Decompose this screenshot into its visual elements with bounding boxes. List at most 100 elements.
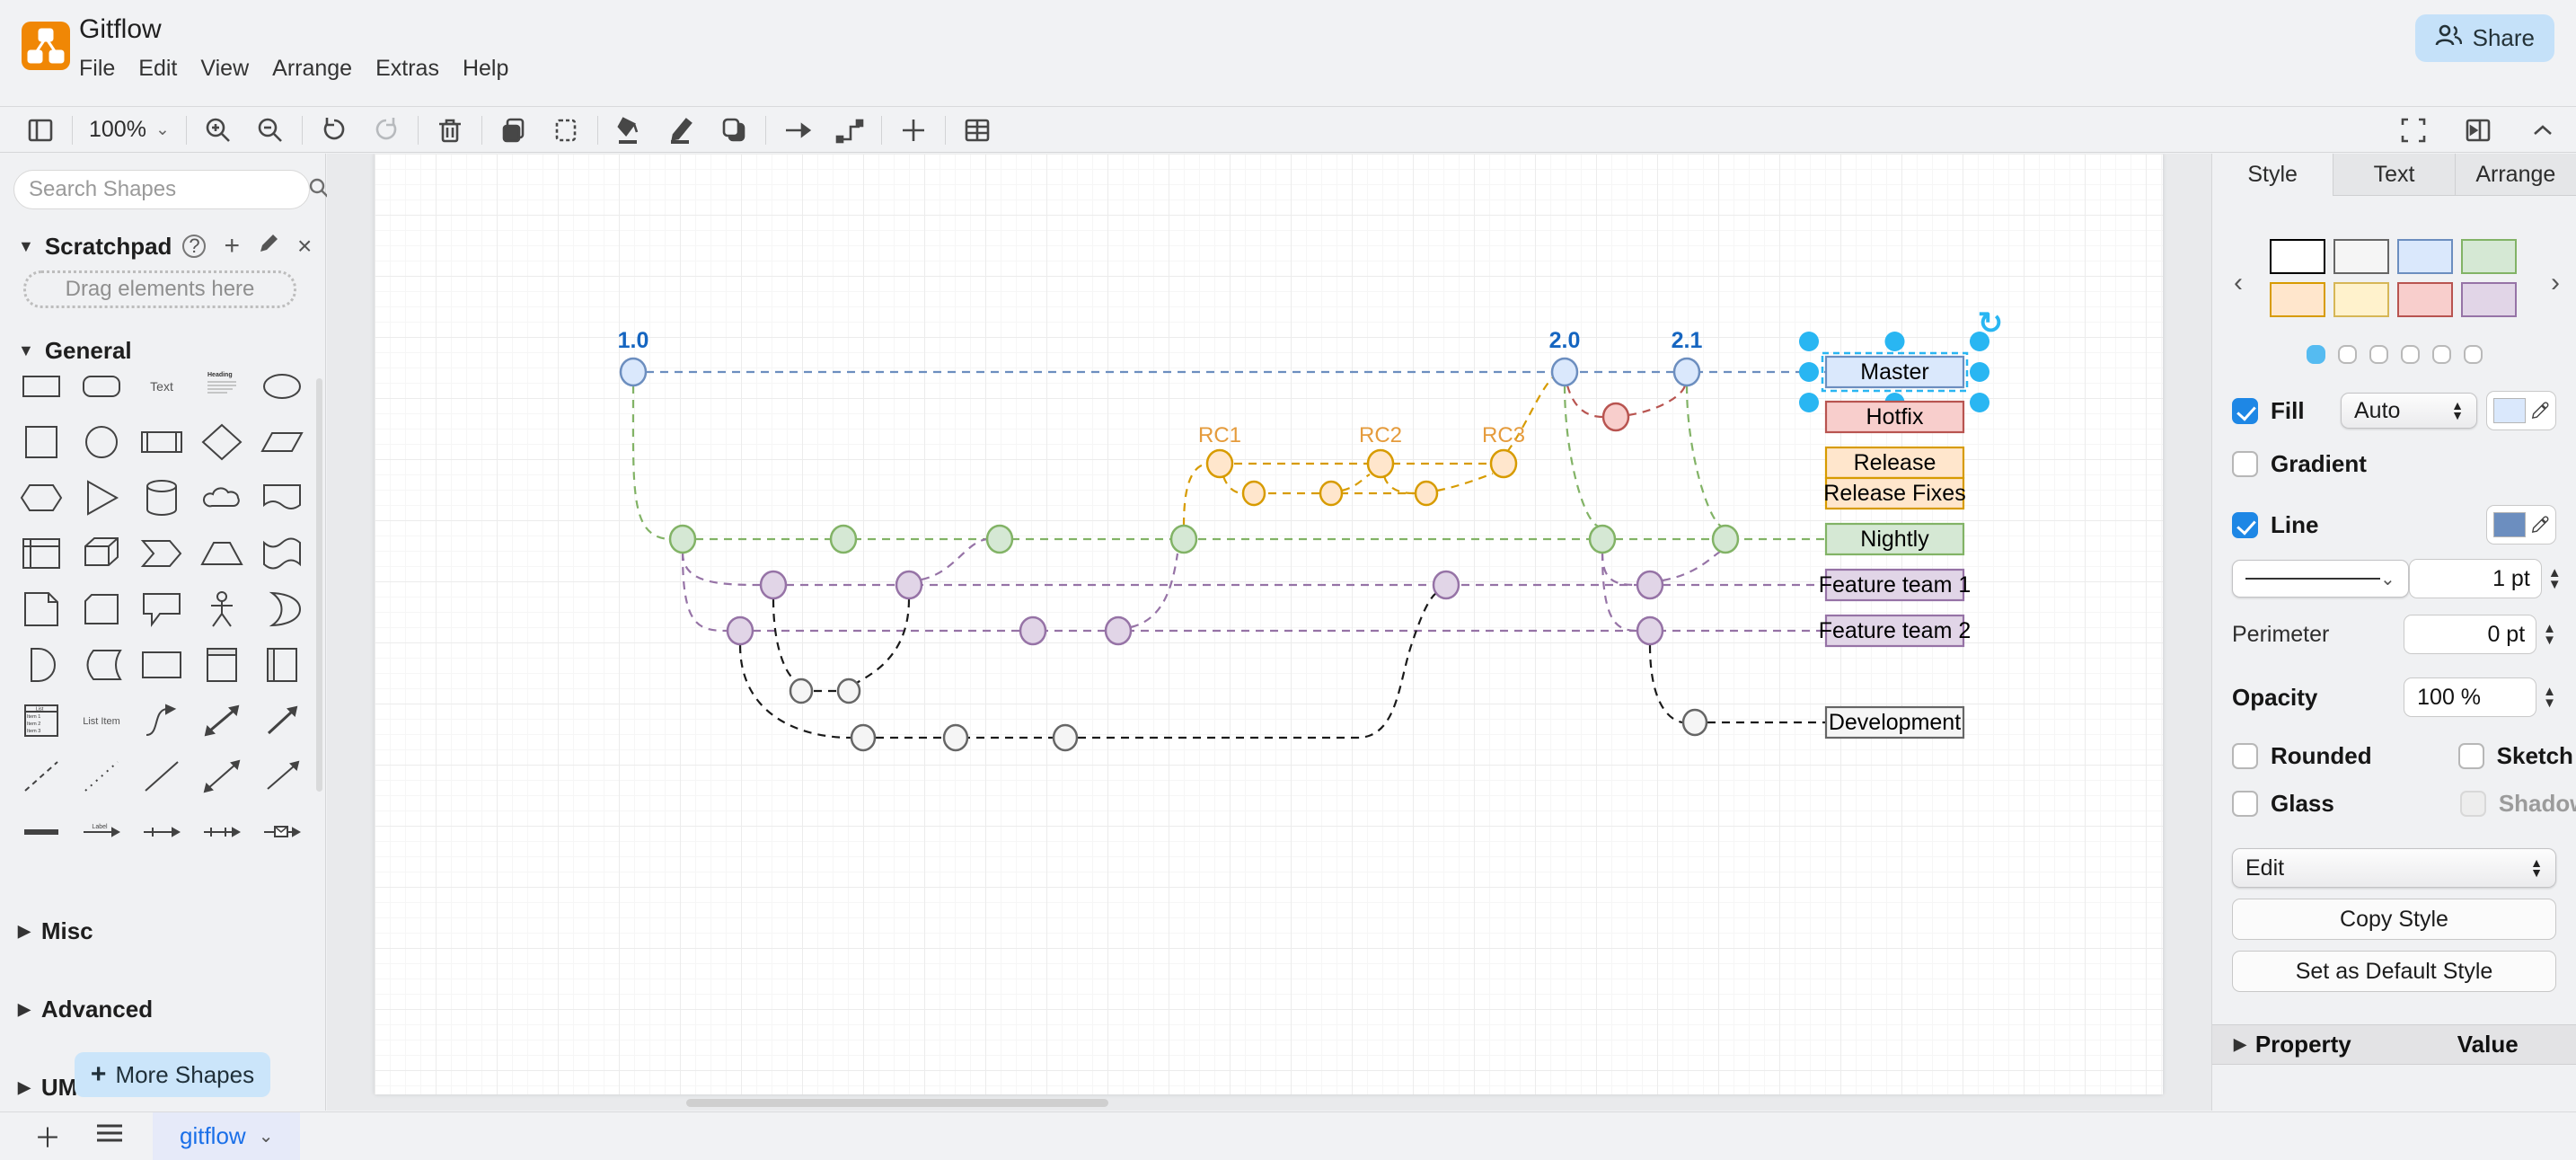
shape-callout[interactable] bbox=[131, 589, 191, 630]
presets-next-icon[interactable]: › bbox=[2551, 268, 2560, 297]
commit-node[interactable] bbox=[1414, 480, 1439, 507]
rc-label[interactable]: RC3 bbox=[1482, 423, 1525, 447]
branch-label-development[interactable]: Development bbox=[1824, 705, 1965, 739]
menu-extras[interactable]: Extras bbox=[375, 56, 439, 81]
branch-edge-orange[interactable] bbox=[1506, 376, 1554, 453]
drawing-canvas[interactable]: 1.0 2.0 2.1 RC1 RC2 RC3 Master ↻ Hotfix Release Re… bbox=[327, 154, 2211, 1111]
shape-dotted-line[interactable] bbox=[71, 756, 131, 797]
shape-arrow[interactable] bbox=[252, 700, 313, 741]
commit-node[interactable] bbox=[1711, 524, 1740, 554]
style-preset-2[interactable] bbox=[2397, 239, 2453, 274]
gradient-checkbox[interactable] bbox=[2232, 451, 2258, 477]
close-icon[interactable]: × bbox=[296, 232, 313, 260]
page-tab-gitflow[interactable]: gitflow ⌄ bbox=[153, 1111, 301, 1160]
shape-and[interactable] bbox=[11, 644, 71, 686]
shape-actor[interactable] bbox=[192, 589, 252, 630]
branch-edge-orange[interactable] bbox=[1222, 475, 1242, 495]
branch-label-feature-team-2[interactable]: Feature team 2 bbox=[1819, 614, 1972, 648]
property-value-header[interactable]: ▶ Property Value bbox=[2212, 1024, 2576, 1065]
set-default-style-button[interactable]: Set as Default Style bbox=[2232, 951, 2556, 992]
shape-circle[interactable] bbox=[71, 421, 131, 463]
style-preset-0[interactable] bbox=[2270, 239, 2325, 274]
redo-icon[interactable] bbox=[371, 115, 401, 146]
commit-node[interactable] bbox=[1104, 615, 1133, 646]
commit-node[interactable] bbox=[1601, 402, 1630, 432]
shape-diamond[interactable] bbox=[192, 421, 252, 463]
commit-node[interactable] bbox=[1319, 480, 1344, 507]
shape-rectangle[interactable] bbox=[11, 366, 71, 407]
style-preset-4[interactable] bbox=[2270, 282, 2325, 317]
shape-or[interactable] bbox=[252, 589, 313, 630]
branch-edge-black[interactable] bbox=[1078, 590, 1440, 739]
shape-card[interactable] bbox=[71, 589, 131, 630]
shape-list[interactable]: List Item 1 Item 2 Item 3 bbox=[11, 700, 71, 741]
zoom-in-icon[interactable] bbox=[203, 115, 234, 146]
copy-icon[interactable] bbox=[498, 115, 529, 146]
commit-node[interactable] bbox=[985, 524, 1014, 554]
shadow-icon[interactable] bbox=[719, 115, 749, 146]
glass-checkbox[interactable] bbox=[2232, 791, 2258, 817]
branch-label-release-fixes[interactable]: Release Fixes bbox=[1823, 476, 1966, 510]
rc-label[interactable]: RC1 bbox=[1198, 423, 1241, 447]
shape-ellipse[interactable] bbox=[252, 366, 313, 407]
stepper-icons[interactable]: ▲ ▼ bbox=[2547, 565, 2562, 592]
branch-edge-orange[interactable] bbox=[1436, 472, 1494, 492]
stepper-icons[interactable]: ▲ ▼ bbox=[2543, 684, 2556, 711]
commit-node[interactable] bbox=[895, 570, 923, 600]
shape-cylinder[interactable] bbox=[131, 477, 191, 518]
shape-internal-storage[interactable] bbox=[11, 533, 71, 574]
connection-arrow-icon[interactable] bbox=[782, 115, 813, 146]
menu-file[interactable]: File bbox=[79, 56, 116, 81]
commit-node[interactable] bbox=[1588, 524, 1617, 554]
branch-edge-purple[interactable] bbox=[921, 537, 988, 581]
presets-prev-icon[interactable]: ‹ bbox=[2234, 268, 2243, 297]
rounded-checkbox[interactable] bbox=[2232, 743, 2258, 769]
menu-arrange[interactable]: Arrange bbox=[272, 56, 353, 81]
opacity-spinner[interactable]: 100 % ▲ ▼ bbox=[2404, 677, 2556, 717]
zoom-out-icon[interactable] bbox=[255, 115, 286, 146]
shape-text[interactable]: Text bbox=[131, 366, 191, 407]
commit-node[interactable] bbox=[1672, 357, 1701, 387]
fullscreen-icon[interactable] bbox=[2398, 115, 2429, 146]
line-checkbox[interactable] bbox=[2232, 511, 2258, 538]
branch-edge-purple[interactable] bbox=[1601, 552, 1638, 587]
selection-handle[interactable] bbox=[1799, 332, 1819, 351]
section-general[interactable]: ▼ General bbox=[18, 337, 132, 364]
shape-trapezoid[interactable] bbox=[192, 533, 252, 574]
sketch-checkbox[interactable] bbox=[2457, 743, 2484, 769]
shape-line[interactable] bbox=[131, 756, 191, 797]
waypoints-icon[interactable] bbox=[834, 115, 865, 146]
pager-dot-4[interactable] bbox=[2431, 345, 2451, 364]
style-preset-7[interactable] bbox=[2461, 282, 2517, 317]
style-preset-1[interactable] bbox=[2333, 239, 2389, 274]
commit-node[interactable] bbox=[726, 615, 754, 646]
edit-style-select[interactable]: Edit ▲ ▼ bbox=[2232, 848, 2556, 888]
version-label[interactable]: 1.0 bbox=[618, 328, 649, 353]
version-label[interactable]: 2.0 bbox=[1549, 328, 1581, 353]
commit-node[interactable] bbox=[1636, 615, 1664, 646]
selection-handle[interactable] bbox=[1970, 393, 1989, 412]
pager-dot-0[interactable] bbox=[2306, 345, 2325, 364]
commit-node[interactable] bbox=[836, 677, 861, 704]
selection-handle[interactable] bbox=[1970, 362, 1989, 382]
commit-node[interactable] bbox=[789, 677, 814, 704]
commit-node[interactable] bbox=[1052, 723, 1079, 752]
branch-edge-purple[interactable] bbox=[681, 552, 728, 633]
section-misc[interactable]: ▶ Misc bbox=[18, 917, 93, 944]
shape-connector-from-to[interactable] bbox=[192, 811, 252, 853]
fill-mode-select[interactable]: Auto ▲ ▼ bbox=[2341, 393, 2477, 429]
stepper-icons[interactable]: ▲ ▼ bbox=[2543, 621, 2556, 648]
shape-rounded-rectangle[interactable] bbox=[71, 366, 131, 407]
fill-color-icon[interactable] bbox=[614, 115, 645, 146]
shape-connector-tick[interactable] bbox=[131, 811, 191, 853]
commit-node[interactable] bbox=[1019, 615, 1047, 646]
shape-bidirectional-connector[interactable] bbox=[192, 756, 252, 797]
commit-node[interactable] bbox=[1489, 448, 1518, 479]
rc-label[interactable]: RC2 bbox=[1359, 423, 1402, 447]
commit-node[interactable] bbox=[1636, 570, 1664, 600]
branch-edge-green[interactable] bbox=[1563, 385, 1600, 528]
perimeter-spinner[interactable]: 0 pt ▲ ▼ bbox=[2404, 615, 2556, 654]
tab-text[interactable]: Text bbox=[2333, 154, 2455, 196]
branch-edge-green[interactable] bbox=[631, 385, 671, 541]
format-panel-icon[interactable] bbox=[2463, 115, 2493, 146]
